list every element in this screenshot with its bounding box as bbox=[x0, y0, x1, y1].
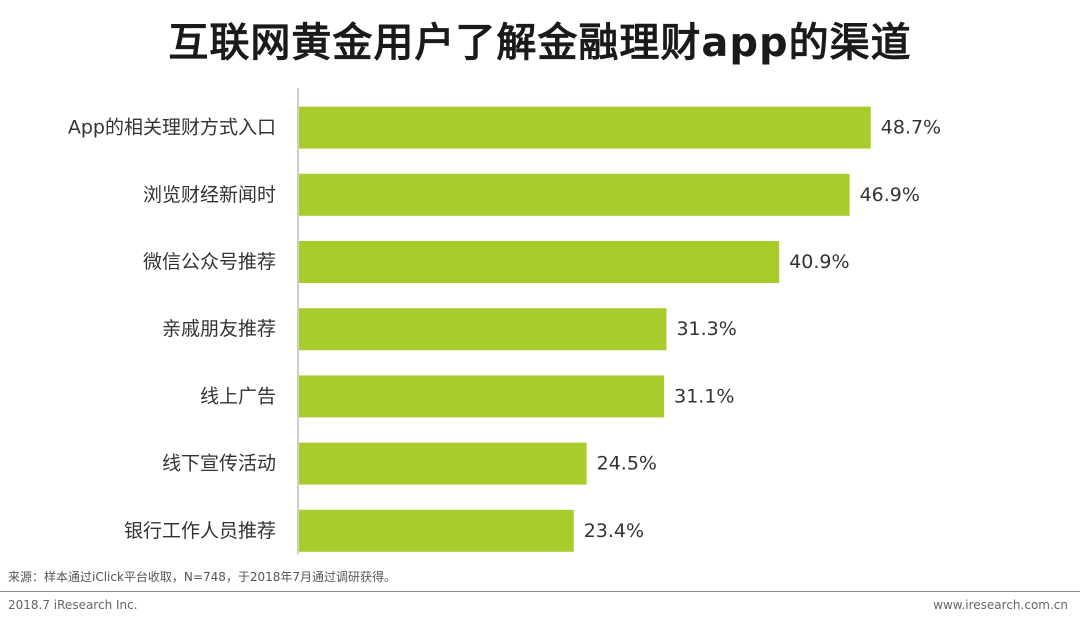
source-footnote: 来源：样本通过iClick平台收取，N=748，于2018年7月通过调研获得。 bbox=[8, 570, 397, 584]
footer-copyright: 2018.7 iResearch Inc. bbox=[8, 598, 138, 612]
category-label: App的相关理财方式入口 bbox=[68, 117, 276, 139]
bar-chart: App的相关理财方式入口 48.7% 浏览财经新闻时 46.9% 微信公众号推荐 40.9… bbox=[68, 88, 941, 555]
category-label: 微信公众号推荐 bbox=[143, 251, 276, 273]
value-label: 46.9% bbox=[860, 184, 920, 206]
category-label: 银行工作人员推荐 bbox=[124, 520, 276, 542]
footer-website: www.iresearch.com.cn bbox=[933, 598, 1068, 612]
category-label: 浏览财经新闻时 bbox=[143, 184, 276, 206]
bar bbox=[299, 442, 587, 485]
category-label: 亲戚朋友推荐 bbox=[162, 318, 276, 340]
value-label: 48.7% bbox=[881, 117, 941, 139]
bar bbox=[299, 509, 574, 552]
chart-title: 互联网黄金用户了解金融理财app的渠道 bbox=[168, 20, 912, 66]
bar bbox=[299, 106, 871, 149]
value-label: 31.1% bbox=[674, 385, 734, 407]
bar bbox=[299, 375, 665, 418]
value-label: 31.3% bbox=[676, 318, 736, 340]
value-label: 24.5% bbox=[597, 453, 657, 475]
category-label: 线下宣传活动 bbox=[162, 453, 276, 475]
bar bbox=[299, 241, 780, 283]
value-label: 40.9% bbox=[789, 251, 849, 273]
bar bbox=[299, 308, 667, 351]
value-label: 23.4% bbox=[584, 520, 644, 542]
footer-divider bbox=[0, 591, 1080, 592]
category-label: 线上广告 bbox=[200, 385, 276, 407]
bar bbox=[299, 173, 850, 216]
